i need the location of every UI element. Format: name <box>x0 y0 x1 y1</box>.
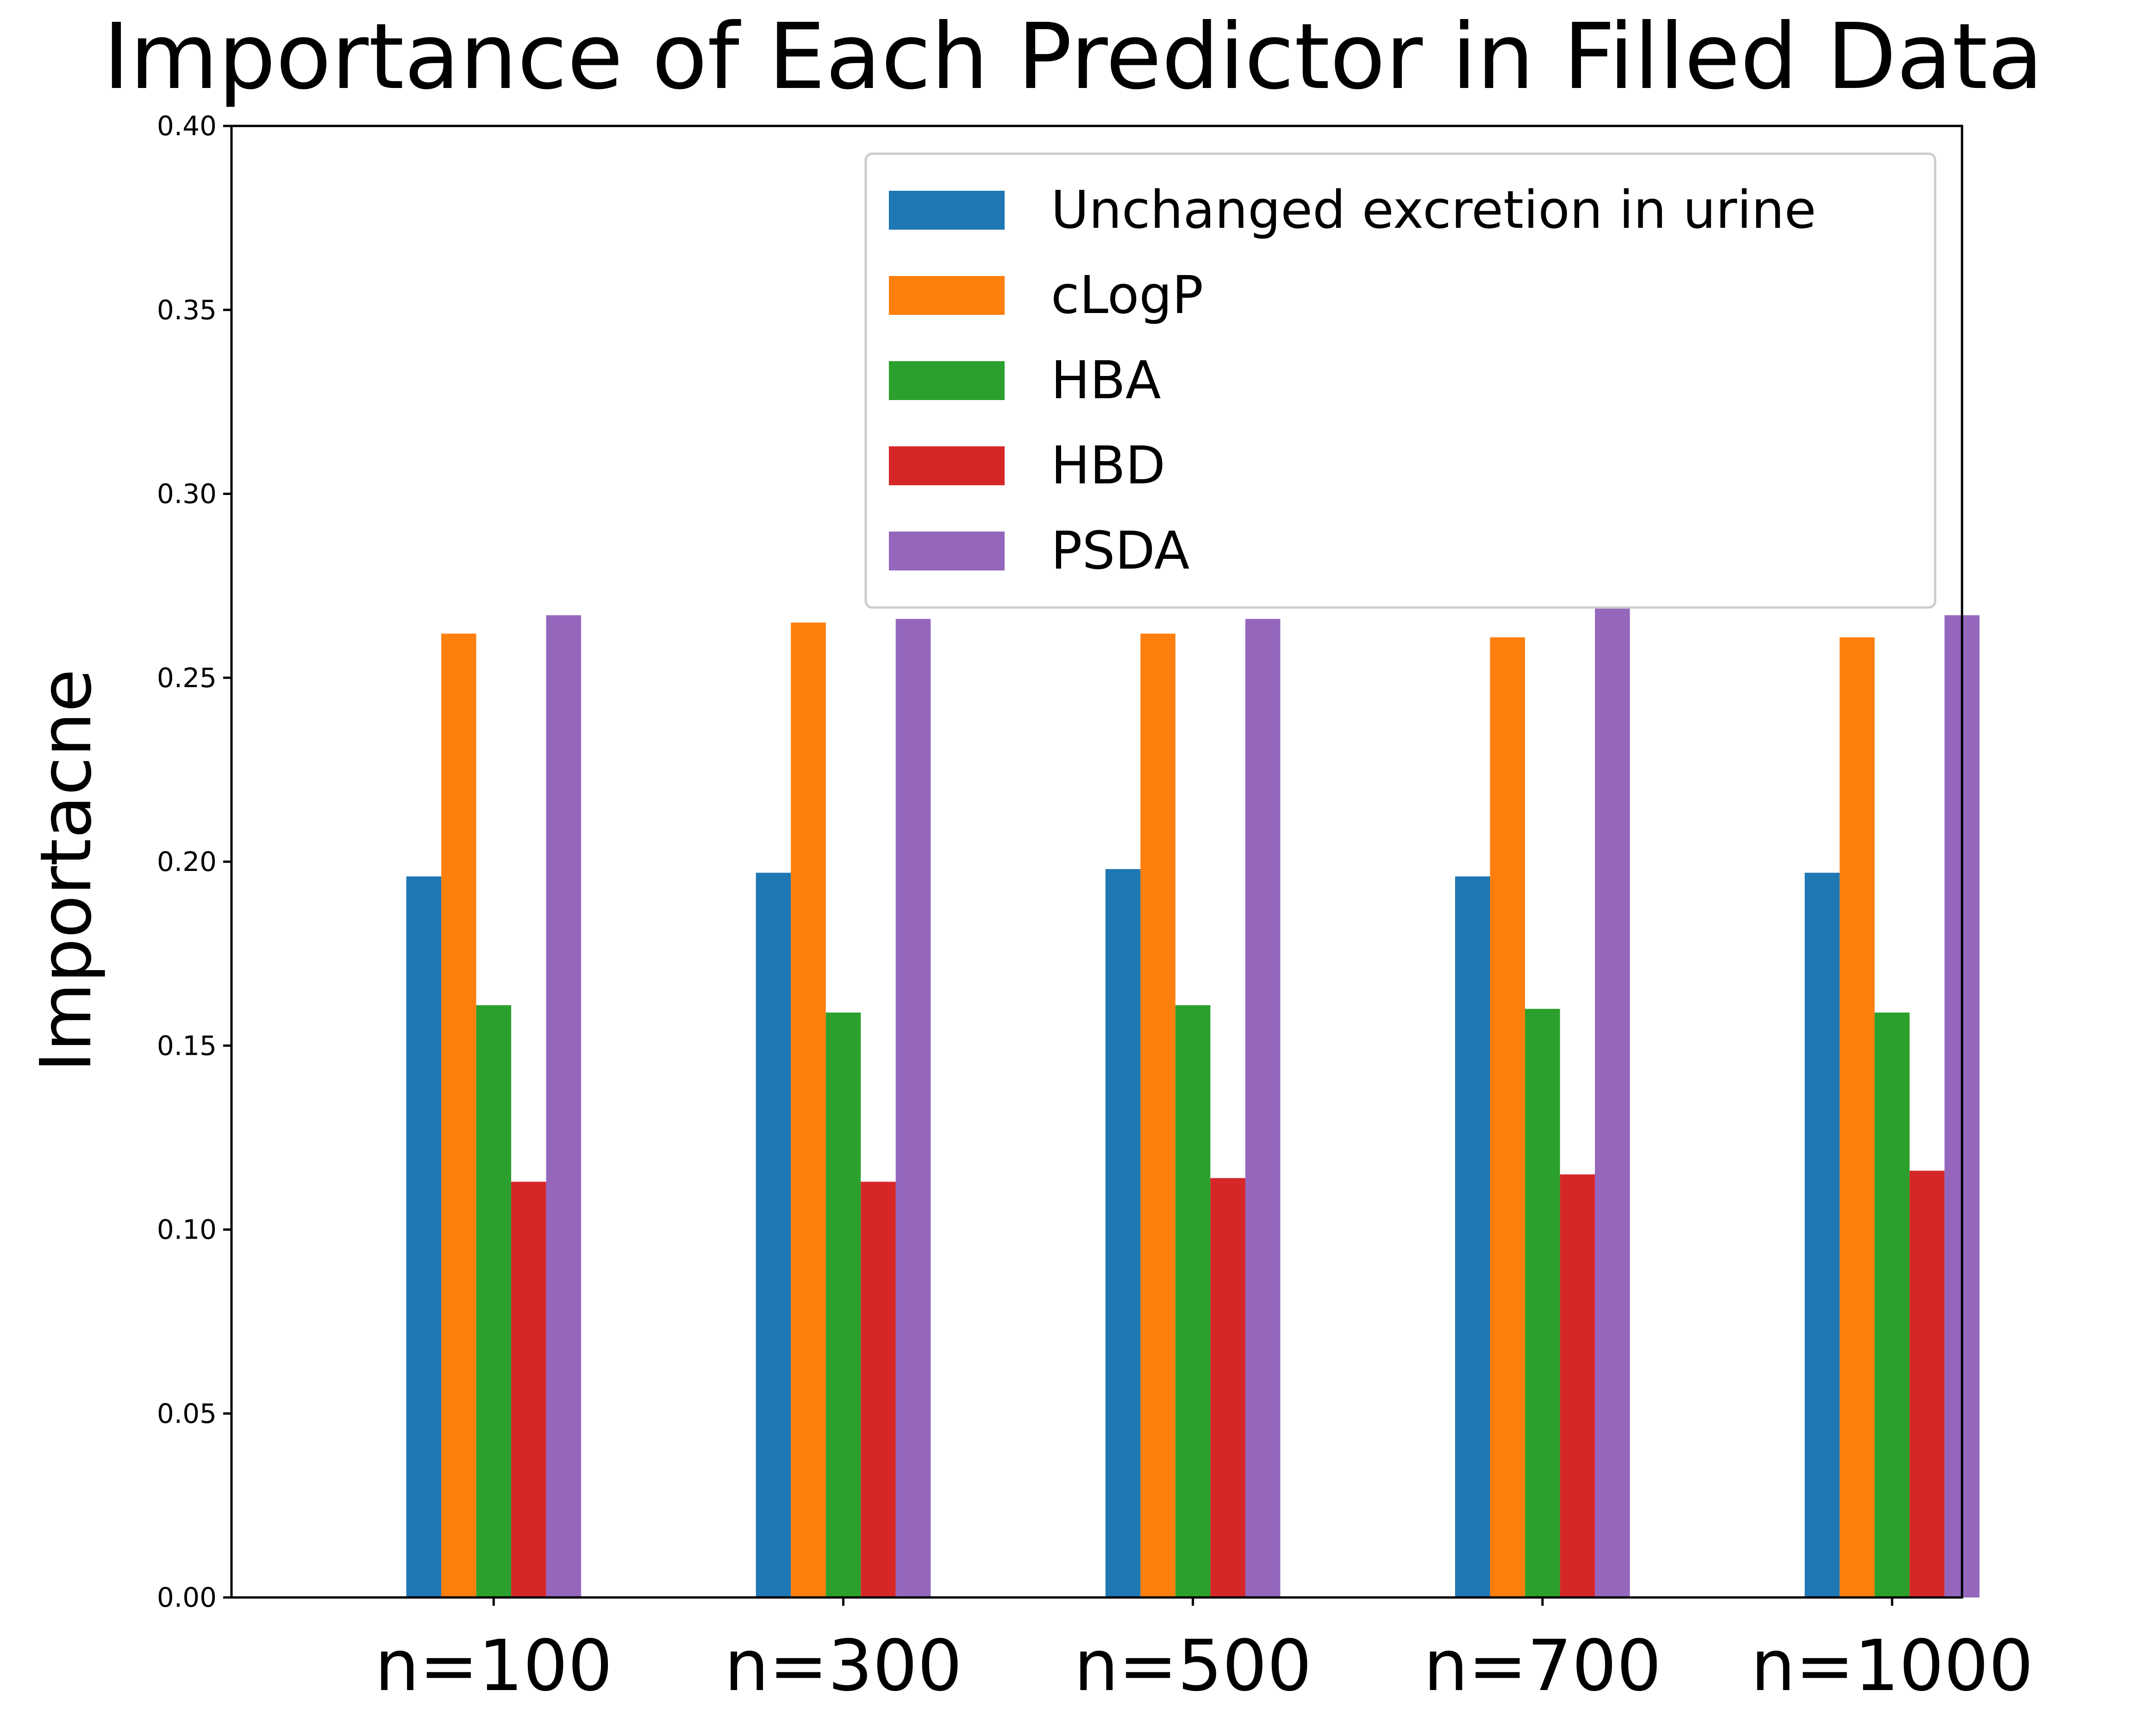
bar-hba-n-100 <box>476 1005 512 1597</box>
y-tick-label: 0.10 <box>157 1214 217 1246</box>
x-tick-label: n=700 <box>1424 1625 1662 1707</box>
bar-hba-n-700 <box>1525 1008 1560 1597</box>
bar-hba-n-300 <box>825 1012 861 1597</box>
y-tick-label: 0.05 <box>157 1398 217 1429</box>
x-tick-label: n=1000 <box>1751 1625 2034 1707</box>
bar-unchanged-excretion-in-urine-n-1000 <box>1805 872 1840 1597</box>
bar-unchanged-excretion-in-urine-n-700 <box>1455 876 1490 1597</box>
plot-frame <box>230 125 1963 1599</box>
bar-psda-n-100 <box>546 615 581 1597</box>
bar-psda-n-300 <box>895 619 931 1598</box>
bar-hbd-n-300 <box>861 1182 896 1597</box>
bar-unchanged-excretion-in-urine-n-500 <box>1105 869 1141 1597</box>
bar-psda-n-500 <box>1245 619 1281 1598</box>
x-tick-label: n=300 <box>725 1625 962 1707</box>
y-axis-label: Importacne <box>25 669 107 1072</box>
legend-frame <box>864 152 1937 609</box>
bar-hbd-n-100 <box>511 1182 546 1597</box>
bar-clogp-n-700 <box>1490 637 1525 1598</box>
y-tick-label: 0.30 <box>157 478 217 510</box>
bar-unchanged-excretion-in-urine-n-300 <box>756 872 791 1597</box>
legend-swatch <box>889 361 1005 400</box>
y-tick-label: 0.00 <box>157 1582 217 1613</box>
legend-swatch <box>889 532 1005 570</box>
bar-clogp-n-100 <box>441 633 476 1597</box>
y-tick-label: 0.15 <box>157 1030 217 1061</box>
bar-clogp-n-500 <box>1140 633 1175 1597</box>
x-axis-ticks: n=100 n=300 n=500 n=700 n=1000 <box>375 1597 2033 1707</box>
bar-hba-n-500 <box>1175 1005 1211 1597</box>
y-tick-label: 0.20 <box>157 846 217 877</box>
y-tick-label: 0.40 <box>157 110 217 142</box>
bar-hbd-n-500 <box>1210 1178 1245 1597</box>
chart-title: Importance of Each Predictor in Filled D… <box>103 4 2044 110</box>
bars-layer <box>406 607 1980 1598</box>
bar-hba-n-1000 <box>1875 1012 1910 1597</box>
y-tick-label: 0.35 <box>157 294 217 326</box>
bar-clogp-n-300 <box>791 622 826 1597</box>
legend-label: HBA <box>1051 351 1161 411</box>
legend: Unchanged excretion in urine cLogP HBA HBD P… <box>864 152 1937 609</box>
bar-unchanged-excretion-in-urine-n-100 <box>406 876 442 1597</box>
legend-label: cLogP <box>1051 265 1203 326</box>
bar-hbd-n-700 <box>1560 1174 1595 1597</box>
bar-psda-n-700 <box>1595 607 1630 1597</box>
bar-hbd-n-1000 <box>1909 1171 1945 1597</box>
y-axis-ticks: 0.00 0.05 0.10 0.15 0.20 0.25 0.30 0.35 0.40 <box>157 110 231 1613</box>
legend-swatch <box>889 191 1005 230</box>
legend-label: Unchanged excretion in urine <box>1051 180 1816 240</box>
x-tick-label: n=100 <box>375 1625 612 1707</box>
bar-clogp-n-1000 <box>1839 637 1875 1598</box>
legend-label: PSDA <box>1051 521 1190 581</box>
x-tick-label: n=500 <box>1074 1625 1312 1707</box>
legend-label: HBD <box>1051 436 1165 496</box>
legend-swatch <box>889 276 1005 315</box>
legend-swatch <box>889 446 1005 485</box>
y-tick-label: 0.25 <box>157 662 217 694</box>
